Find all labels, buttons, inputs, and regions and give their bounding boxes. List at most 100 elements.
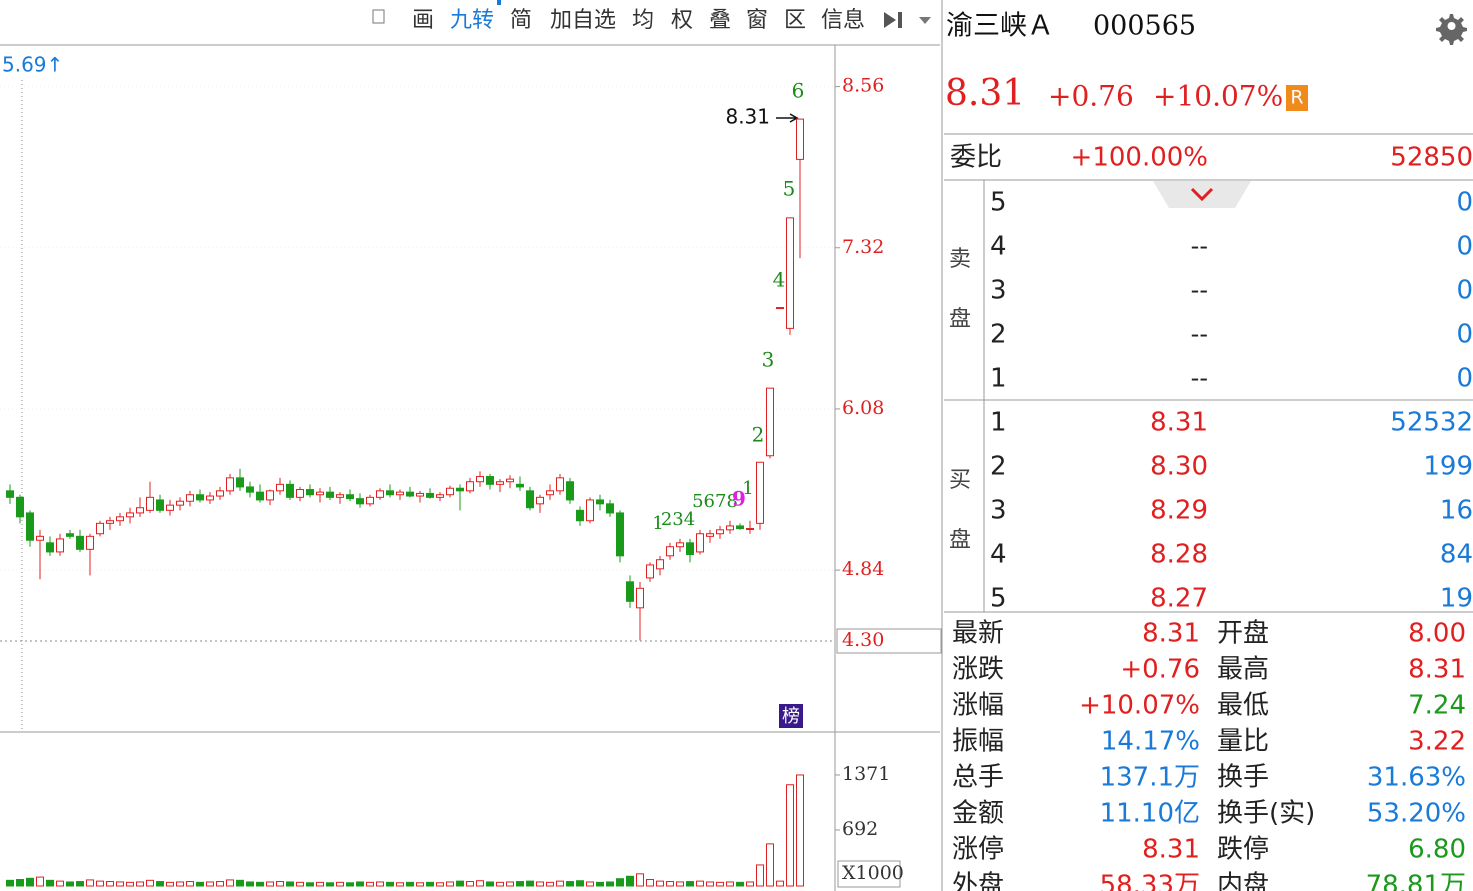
candle-body (66, 533, 74, 537)
volume-bar (526, 880, 534, 887)
toolbar-button[interactable]: 画 (412, 8, 434, 33)
lock-icon[interactable] (372, 9, 385, 24)
volume-bar (166, 881, 174, 887)
volume-bar (516, 881, 524, 887)
candle-body (216, 490, 224, 497)
volume-bar (356, 881, 364, 887)
buy-label: 买 (949, 468, 971, 493)
candle-body (396, 491, 404, 496)
volume-bar (226, 879, 234, 887)
last-price-arrow (776, 113, 799, 123)
price: 8.31 (945, 73, 1025, 114)
candle-body (26, 512, 34, 541)
candle-body (466, 481, 474, 492)
volume-bar (496, 881, 504, 887)
sell-price: -- (1191, 276, 1208, 304)
candle-body (766, 387, 774, 457)
candle-body (406, 491, 414, 497)
volume-bar (236, 879, 244, 887)
toolbar-button[interactable]: 区 (784, 8, 806, 33)
candle-body (516, 483, 524, 488)
volume-bar (176, 881, 184, 887)
volume-bar (706, 881, 714, 887)
y-tick-label: 7.32 (842, 236, 884, 258)
toolbar-button[interactable]: 简 (510, 8, 532, 33)
volume-tick-label: 692 (842, 818, 878, 840)
stat-label: 涨停 (952, 835, 1004, 865)
toolbar-button[interactable]: 权 (671, 8, 693, 33)
level: 1 (990, 408, 1007, 438)
volume-bar (376, 881, 384, 887)
volume-bar (476, 880, 484, 887)
candle-body (566, 481, 574, 501)
exit-icon[interactable] (884, 12, 902, 28)
settings-icon[interactable] (1436, 14, 1467, 45)
toolbar-button[interactable]: 叠 (709, 8, 731, 33)
volume-bar (596, 881, 604, 887)
toolbar-button[interactable]: 窗 (746, 8, 768, 33)
toolbar-button[interactable]: 加自选 (550, 8, 616, 33)
volume-bar (386, 881, 394, 887)
volume-bar (66, 881, 74, 887)
collapse-icon[interactable] (1190, 187, 1214, 202)
nine-turn-label: 5678 (692, 491, 738, 512)
unit-box (837, 860, 901, 888)
candle-body (716, 529, 724, 535)
volume-bar (586, 881, 594, 887)
level: 3 (990, 276, 1007, 306)
volume-bar (76, 881, 84, 887)
rank-badge[interactable] (779, 704, 803, 728)
volume-bar (206, 881, 214, 887)
nine-turn-label: 5 (783, 177, 796, 201)
buy-volume: 84 (1440, 540, 1473, 570)
y-tick-label: 4.84 (842, 558, 884, 580)
stat-label: 换手(实) (1217, 799, 1315, 829)
candle-body (56, 538, 64, 553)
toolbar-button[interactable]: 九转 (450, 8, 494, 33)
buy-volume: 52532 (1390, 408, 1473, 438)
candle-body (126, 512, 134, 518)
stat-label: 涨幅 (952, 691, 1004, 721)
toolbar-button[interactable]: 均 (632, 8, 654, 33)
nine-turn-label: 234 (661, 509, 695, 530)
candle-body (326, 491, 334, 498)
candle-body (706, 533, 714, 537)
volume-bar (446, 881, 454, 887)
level: 2 (990, 320, 1007, 350)
candle-body (506, 478, 514, 483)
volume-bar (326, 882, 334, 887)
dropdown-icon[interactable] (919, 17, 931, 24)
low-box (836, 628, 942, 654)
stat-value: 6.80 (1408, 835, 1466, 865)
volume-bar (116, 881, 124, 887)
rank-badge-text[interactable]: 榜 (782, 706, 800, 727)
candle-body (196, 494, 204, 501)
toolbar-button[interactable]: 信息 (821, 8, 865, 33)
collapse-tab[interactable] (1153, 181, 1251, 208)
weibi: +100.00% (1071, 143, 1208, 173)
volume-bar (106, 881, 114, 887)
candle-body (316, 491, 324, 496)
volume-bar (796, 774, 804, 887)
volume-bar (786, 784, 794, 887)
nine-turn-label: 9 (732, 487, 746, 511)
stat-value: 8.31 (1142, 619, 1200, 649)
volume-bar (406, 881, 414, 887)
volume-bar (696, 880, 704, 887)
volume-bar (666, 881, 674, 887)
buy-volume: 19 (1440, 584, 1473, 614)
weibi-label: 委比 (950, 143, 1002, 173)
nine-turn-label: 2 (752, 423, 765, 447)
stat-label: 最低 (1217, 691, 1269, 721)
volume-bar (606, 881, 614, 887)
volume-bar (266, 881, 274, 887)
weicha: 52850 (1390, 143, 1473, 173)
candle-body (96, 522, 104, 535)
stat-value: 8.31 (1142, 835, 1200, 865)
candle-body (276, 483, 284, 492)
volume-bar (276, 881, 284, 887)
nine-turn-label: 1 (742, 478, 753, 499)
volume-bar (726, 881, 734, 887)
sell-label: 卖 (949, 247, 971, 272)
